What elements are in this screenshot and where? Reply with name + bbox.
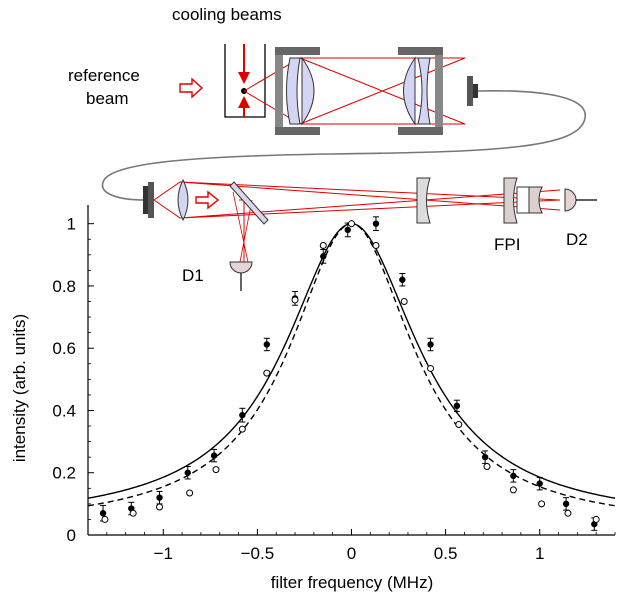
reference-beam-arrow-icon xyxy=(179,77,204,99)
open-data-point xyxy=(400,298,408,306)
open-data-point xyxy=(291,296,299,304)
fit-curves xyxy=(87,222,616,507)
open-data-point xyxy=(129,509,137,517)
open-data-point xyxy=(156,503,164,511)
fiber-coupler-bottom xyxy=(143,186,148,214)
filled-data-point xyxy=(481,453,489,461)
fit-curve-dashed xyxy=(87,222,616,507)
cooling-beams-label: cooling beams xyxy=(172,5,282,24)
filled-data-point xyxy=(453,402,461,410)
open-data-point xyxy=(564,509,572,517)
filled-data-point xyxy=(372,220,380,227)
open-data-point xyxy=(319,241,327,249)
y-tick-label: 0.8 xyxy=(52,277,76,296)
filled-data-point xyxy=(184,469,191,476)
filled-data-point xyxy=(320,253,327,260)
plot-area: −1 −0.5 0 0.5 1 0 0.2 0.4 0.6 0.8 1 filter frequen… xyxy=(10,205,616,592)
detector-d1 xyxy=(229,261,253,274)
open-data-point xyxy=(509,486,517,494)
cooling-beam-arrow-up-icon xyxy=(238,96,250,108)
y-tick-label: 0.2 xyxy=(52,464,76,483)
reference-beam-label-1: reference xyxy=(68,66,140,85)
x-tick-label: 1 xyxy=(535,544,544,563)
open-data-point xyxy=(427,364,435,372)
open-data-point xyxy=(101,515,109,523)
filled-data-point xyxy=(99,510,107,517)
open-data-point xyxy=(483,463,491,471)
axes: −1 −0.5 0 0.5 1 0 0.2 0.4 0.6 0.8 1 xyxy=(52,205,616,563)
open-data-point xyxy=(212,466,220,474)
fit-curve-solid xyxy=(87,222,616,499)
filled-data-point xyxy=(263,341,271,348)
collimating-lens xyxy=(177,178,189,222)
open-data-point xyxy=(372,241,380,249)
x-axis-label: filter frequency (MHz) xyxy=(271,573,433,592)
fiber-coupler-top xyxy=(467,76,473,106)
detector-d2 xyxy=(564,188,577,212)
open-data-point xyxy=(538,500,546,508)
filled-data-point xyxy=(344,226,351,234)
fpi-label: FPI xyxy=(494,235,520,254)
y-tick-label: 0 xyxy=(67,526,76,545)
reference-beam-label-2: beam xyxy=(86,89,129,108)
x-tick-label: −1 xyxy=(154,544,173,563)
beam-splitter xyxy=(229,181,269,225)
concave-lens xyxy=(416,177,431,224)
beam-direction-arrow-icon xyxy=(195,190,220,210)
filled-data-point xyxy=(562,500,570,508)
y-tick-label: 0.4 xyxy=(52,401,76,420)
x-tick-label: 0.5 xyxy=(434,544,458,563)
y-tick-label: 0.6 xyxy=(52,339,76,358)
x-tick-label: 0 xyxy=(347,544,356,563)
beam-lines-bottom xyxy=(153,181,561,219)
y-tick-label: 1 xyxy=(67,215,76,234)
data-markers xyxy=(99,216,600,531)
lens-mount-2 xyxy=(398,47,443,135)
optical-fiber xyxy=(101,90,586,201)
lens-mount-1 xyxy=(275,47,320,135)
x-tick-label: −0.5 xyxy=(241,544,275,563)
filled-data-point xyxy=(210,452,218,459)
open-data-point xyxy=(348,220,355,228)
filled-data-point xyxy=(399,276,406,283)
cooling-beam-arrow-down-icon xyxy=(238,72,250,84)
open-data-point xyxy=(186,489,194,497)
fabry-perot-interferometer xyxy=(503,177,543,224)
optical-setup-diagram: cooling beams reference beam xyxy=(68,5,597,291)
filled-data-point xyxy=(239,411,246,419)
open-data-point xyxy=(592,515,600,523)
open-data-point xyxy=(455,420,463,428)
y-axis-label: intensity (arb. units) xyxy=(10,314,29,462)
filled-data-point xyxy=(156,494,163,501)
open-data-point xyxy=(238,425,246,433)
filled-data-point xyxy=(427,341,434,348)
open-data-point xyxy=(263,369,271,377)
filled-data-point xyxy=(536,480,543,487)
detector1-label: D1 xyxy=(182,266,204,285)
detector2-label: D2 xyxy=(566,230,588,249)
filled-data-point xyxy=(510,472,517,480)
